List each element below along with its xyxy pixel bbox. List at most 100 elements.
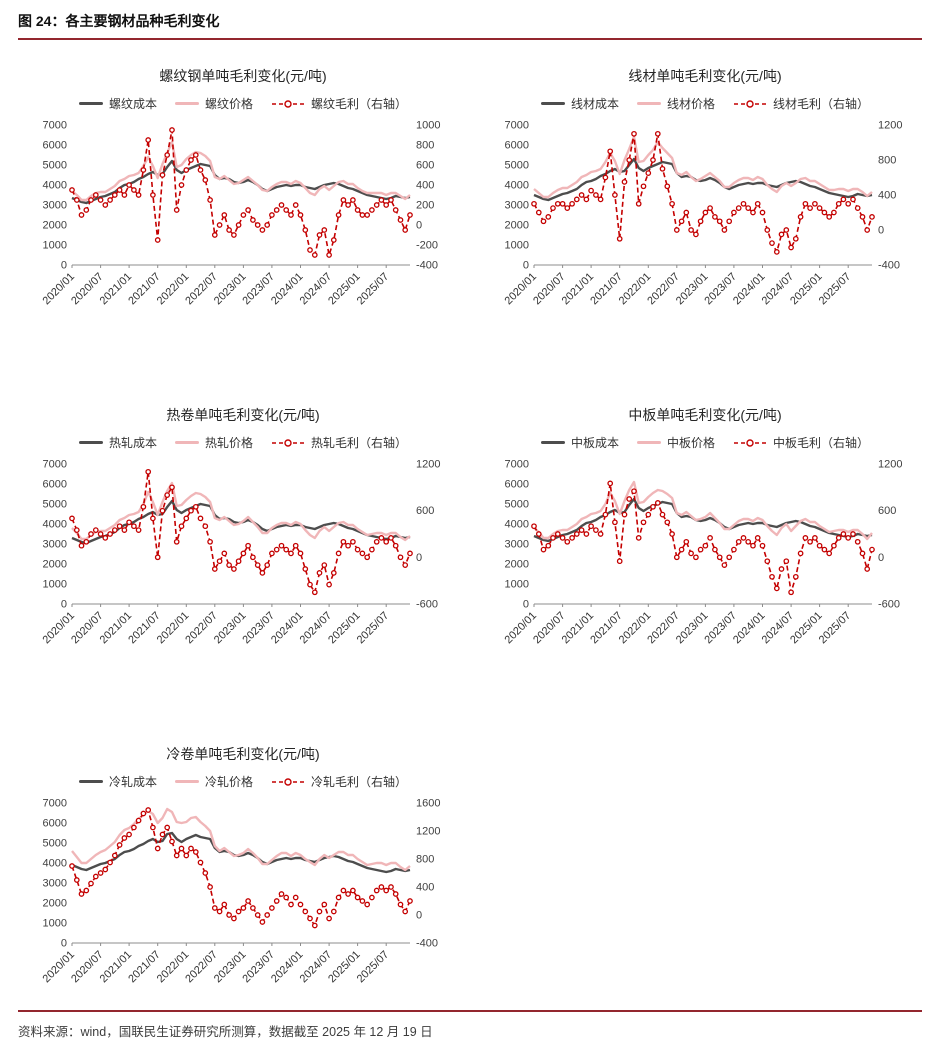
svg-text:1600: 1600 xyxy=(416,798,440,810)
svg-text:2025/07: 2025/07 xyxy=(355,271,392,308)
wire_rod-profit-markers xyxy=(531,130,875,255)
legend-profit-swatch xyxy=(272,438,304,447)
legend-item-profit: 螺纹毛利（右轴） xyxy=(271,95,407,112)
legend-profit-swatch xyxy=(734,99,766,108)
legend-profit-swatch xyxy=(272,99,304,108)
svg-text:-400: -400 xyxy=(416,938,438,950)
left-axis-labels: 0 1000 2000 3000 4000 5000 6000 7000 xyxy=(43,459,67,611)
chart-legend: 热轧成本 热轧价格 热轧毛利（右轴） xyxy=(28,434,458,451)
svg-text:4000: 4000 xyxy=(505,180,529,192)
svg-text:400: 400 xyxy=(416,882,434,894)
svg-text:-200: -200 xyxy=(416,240,438,252)
svg-text:1000: 1000 xyxy=(43,918,67,930)
cold_rolled-profit-markers xyxy=(69,807,413,929)
chart-plot: 0 1000 2000 3000 4000 5000 6000 7000 -400 0 400 800… xyxy=(503,120,903,308)
svg-text:0: 0 xyxy=(523,260,529,272)
legend-label: 螺纹成本 xyxy=(108,97,157,111)
charts-grid: 螺纹钢单吨毛利变化(元/吨) 螺纹成本 螺纹价格 螺纹毛利（右轴） 0 1000 2000 3… xyxy=(18,40,922,991)
right-axis-labels: -400 0 400 800 1200 1600 xyxy=(416,798,440,950)
legend-item-profit: 热轧毛利（右轴） xyxy=(271,434,407,451)
left-axis-labels: 0 1000 2000 3000 4000 5000 6000 7000 xyxy=(505,120,529,272)
legend-item-price: 线材价格 xyxy=(636,95,715,112)
legend-item-cost: 中板成本 xyxy=(540,434,619,451)
chart-cold_rolled: 冷卷单吨毛利变化(元/吨) 冷轧成本 冷轧价格 冷轧毛利（右轴） 0 1000 2000 30… xyxy=(28,744,458,991)
right-axis-labels: -400 -200 0 200 400 600 800 1000 xyxy=(416,120,440,272)
svg-text:0: 0 xyxy=(61,938,67,950)
right-axis-labels: -400 0 400 800 1200 xyxy=(878,120,902,272)
svg-text:3000: 3000 xyxy=(43,878,67,890)
svg-text:0: 0 xyxy=(416,220,422,232)
svg-text:-600: -600 xyxy=(878,599,900,611)
svg-text:2025/07: 2025/07 xyxy=(355,610,392,647)
svg-text:3000: 3000 xyxy=(505,539,529,551)
chart-rebar: 螺纹钢单吨毛利变化(元/吨) 螺纹成本 螺纹价格 螺纹毛利（右轴） 0 1000 2000 3… xyxy=(28,66,458,313)
source-text: 资料来源：wind，国联民生证券研究所测算，数据截至 2025 年 12 月 1… xyxy=(18,1025,433,1039)
chart-title: 热卷单吨毛利变化(元/吨) xyxy=(166,407,320,423)
hot_rolled-profit-markers xyxy=(69,468,413,596)
svg-text:5000: 5000 xyxy=(43,499,67,511)
svg-text:0: 0 xyxy=(878,225,884,237)
svg-text:1000: 1000 xyxy=(43,240,67,252)
chart-legend: 中板成本 中板价格 中板毛利（右轴） xyxy=(490,434,920,451)
legend-cost-swatch xyxy=(540,440,565,445)
svg-text:6000: 6000 xyxy=(505,479,529,491)
legend-item-price: 热轧价格 xyxy=(174,434,253,451)
legend-item-price: 中板价格 xyxy=(636,434,715,451)
wire_rod-profit-line xyxy=(533,133,873,255)
svg-text:1000: 1000 xyxy=(416,120,440,132)
chart-plot: 0 1000 2000 3000 4000 5000 6000 7000 -400 0 400 800… xyxy=(41,798,441,986)
svg-text:7000: 7000 xyxy=(43,120,67,132)
x-axis-labels: 2020/012020/072021/012021/072022/012022/… xyxy=(503,265,853,307)
svg-text:7000: 7000 xyxy=(43,798,67,810)
svg-text:7000: 7000 xyxy=(43,459,67,471)
svg-text:4000: 4000 xyxy=(43,858,67,870)
svg-text:6000: 6000 xyxy=(43,818,67,830)
svg-text:5000: 5000 xyxy=(43,838,67,850)
svg-text:600: 600 xyxy=(416,505,434,517)
svg-text:1200: 1200 xyxy=(878,459,902,471)
chart-plot: 01000200030004000500060007000-400-200020… xyxy=(41,120,441,308)
svg-text:1000: 1000 xyxy=(43,579,67,591)
svg-text:2000: 2000 xyxy=(43,898,67,910)
legend-label: 热轧毛利（右轴） xyxy=(311,436,408,450)
legend-item-cost: 热轧成本 xyxy=(78,434,157,451)
legend-label: 线材毛利（右轴） xyxy=(773,97,870,111)
medium_plate-cost-line xyxy=(533,497,873,543)
chart-plot: 0 1000 2000 3000 4000 5000 6000 7000 -600 0 600 120… xyxy=(503,459,903,647)
svg-text:4000: 4000 xyxy=(43,519,67,531)
legend-item-cost: 冷轧成本 xyxy=(78,773,157,790)
svg-text:2025/07: 2025/07 xyxy=(355,949,392,986)
chart-title: 螺纹钢单吨毛利变化(元/吨) xyxy=(159,68,327,84)
legend-profit-swatch xyxy=(272,777,304,786)
legend-profit-swatch xyxy=(734,438,766,447)
svg-text:7000: 7000 xyxy=(505,459,529,471)
wire_rod-price-line xyxy=(533,135,873,199)
medium_plate-price-line xyxy=(533,480,873,541)
rebar-profit-line xyxy=(71,129,411,257)
svg-text:800: 800 xyxy=(878,155,896,167)
svg-text:7000: 7000 xyxy=(505,120,529,132)
svg-text:1000: 1000 xyxy=(505,579,529,591)
medium_plate-profit-line xyxy=(533,483,873,593)
hot_rolled-price-line xyxy=(71,481,411,542)
legend-label: 冷轧成本 xyxy=(108,775,157,789)
svg-text:3000: 3000 xyxy=(43,200,67,212)
legend-cost-swatch xyxy=(540,101,565,106)
chart-wire_rod: 线材单吨毛利变化(元/吨) 线材成本 线材价格 线材毛利（右轴） 0 1000 2000 30… xyxy=(490,66,920,313)
chart-plot: 0 1000 2000 3000 4000 5000 6000 7000 -600 0 600 120… xyxy=(41,459,441,647)
rebar-price-line xyxy=(71,140,411,202)
svg-text:-400: -400 xyxy=(878,260,900,272)
source-footer: 资料来源：wind，国联民生证券研究所测算，数据截至 2025 年 12 月 1… xyxy=(18,1010,922,1040)
left-axis-labels: 0 1000 2000 3000 4000 5000 6000 7000 xyxy=(505,459,529,611)
legend-label: 热轧价格 xyxy=(204,436,253,450)
svg-text:5000: 5000 xyxy=(505,499,529,511)
legend-cost-swatch xyxy=(78,440,103,445)
chart-title: 线材单吨毛利变化(元/吨) xyxy=(628,68,782,84)
cold_rolled-price-line xyxy=(71,807,411,872)
legend-label: 中板价格 xyxy=(666,436,715,450)
svg-text:5000: 5000 xyxy=(505,160,529,172)
chart-legend: 线材成本 线材价格 线材毛利（右轴） xyxy=(490,95,920,112)
svg-text:0: 0 xyxy=(416,552,422,564)
legend-item-profit: 冷轧毛利（右轴） xyxy=(271,773,407,790)
legend-price-swatch xyxy=(636,101,661,106)
